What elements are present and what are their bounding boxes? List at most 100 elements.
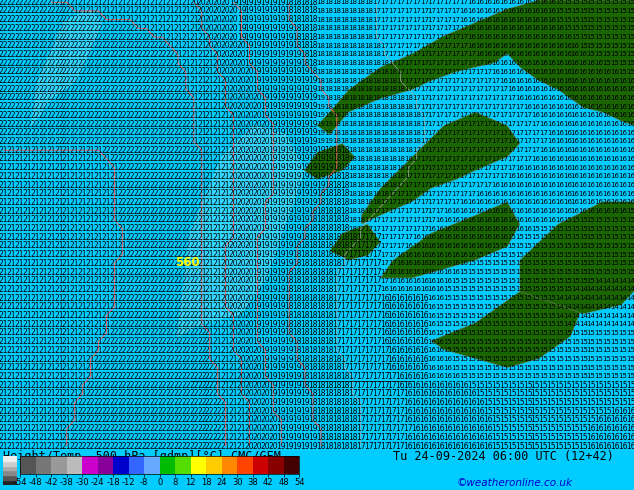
Text: 22: 22	[117, 337, 127, 346]
Text: 17: 17	[428, 156, 437, 162]
Text: 22: 22	[54, 94, 63, 102]
Text: 15: 15	[491, 424, 501, 433]
Text: 22: 22	[22, 59, 32, 68]
Text: 22: 22	[126, 398, 135, 407]
Text: 17: 17	[483, 104, 493, 110]
Text: 20: 20	[236, 154, 247, 163]
Text: 20: 20	[252, 346, 262, 355]
Text: 21: 21	[205, 137, 214, 146]
Text: 22: 22	[117, 76, 127, 85]
Text: 17: 17	[428, 95, 437, 101]
Text: 16: 16	[571, 139, 579, 145]
Text: 21: 21	[38, 180, 48, 190]
Text: 19: 19	[308, 94, 318, 102]
Text: 22: 22	[70, 137, 79, 146]
Text: 19: 19	[276, 441, 286, 451]
Text: 21: 21	[221, 189, 230, 198]
Text: 20: 20	[252, 416, 262, 424]
Text: 19: 19	[268, 198, 278, 207]
Text: 21: 21	[110, 285, 119, 294]
Text: 22: 22	[0, 15, 8, 24]
Text: 20: 20	[236, 128, 247, 137]
Text: 15: 15	[483, 365, 492, 371]
Text: 15: 15	[547, 381, 556, 390]
Text: 21: 21	[213, 268, 223, 276]
Text: 22: 22	[54, 41, 63, 50]
Text: 16: 16	[420, 287, 429, 293]
Text: 21: 21	[15, 390, 24, 398]
Text: 21: 21	[78, 390, 87, 398]
Text: 21: 21	[62, 276, 72, 285]
Text: 19: 19	[268, 302, 278, 311]
Text: 20: 20	[205, 6, 214, 16]
Text: 19: 19	[292, 398, 302, 407]
Text: 16: 16	[555, 130, 564, 136]
Text: 15: 15	[523, 260, 532, 267]
Text: 15: 15	[523, 321, 532, 327]
Text: 16: 16	[579, 182, 588, 188]
Text: 16: 16	[491, 69, 500, 75]
Text: 15: 15	[626, 381, 634, 390]
Text: 19: 19	[308, 76, 318, 85]
Text: 16: 16	[404, 252, 413, 258]
Text: 15: 15	[595, 260, 604, 267]
Text: 17: 17	[476, 95, 484, 101]
Text: 22: 22	[197, 441, 207, 451]
Text: 16: 16	[626, 441, 634, 451]
Text: 22: 22	[157, 390, 167, 398]
Text: 21: 21	[0, 355, 8, 364]
Text: 18: 18	[396, 104, 405, 110]
Text: 20: 20	[236, 215, 247, 224]
Text: 21: 21	[38, 398, 48, 407]
Text: 22: 22	[134, 102, 143, 111]
Text: 22: 22	[134, 50, 143, 59]
Text: 17: 17	[396, 191, 405, 196]
Text: 16: 16	[451, 407, 461, 416]
Text: 16: 16	[539, 121, 548, 127]
Text: 16: 16	[467, 0, 476, 5]
Text: 14: 14	[618, 321, 627, 327]
Text: 21: 21	[197, 85, 207, 94]
Text: 15: 15	[579, 25, 588, 31]
Text: 15: 15	[523, 330, 532, 336]
Text: 18: 18	[348, 8, 357, 14]
Text: 21: 21	[30, 146, 40, 155]
Text: 22: 22	[189, 390, 198, 398]
Text: 18: 18	[356, 112, 365, 119]
Text: 19: 19	[252, 337, 262, 346]
Text: 18: 18	[396, 130, 405, 136]
Text: 17: 17	[483, 77, 493, 84]
Text: 17: 17	[420, 112, 429, 119]
Text: 16: 16	[618, 86, 628, 92]
Text: 21: 21	[30, 441, 40, 451]
Text: 19: 19	[276, 32, 286, 42]
Text: 15: 15	[531, 416, 540, 424]
Text: 16: 16	[420, 302, 429, 311]
Text: 18: 18	[340, 372, 349, 381]
Text: 22: 22	[134, 441, 143, 451]
Text: 15: 15	[531, 365, 540, 371]
Text: 15: 15	[547, 398, 556, 407]
Text: 22: 22	[126, 346, 135, 355]
Text: 17: 17	[428, 199, 437, 205]
Text: 22: 22	[173, 154, 183, 163]
Text: 21: 21	[78, 276, 87, 285]
Text: 22: 22	[181, 320, 191, 329]
Text: 16: 16	[380, 294, 389, 303]
Text: 22: 22	[101, 381, 111, 390]
Text: 21: 21	[78, 355, 87, 364]
Text: 18: 18	[332, 77, 341, 84]
Text: 17: 17	[372, 311, 382, 320]
Text: 16: 16	[420, 381, 429, 390]
Text: 15: 15	[602, 17, 611, 23]
Text: 16: 16	[427, 441, 437, 451]
Text: 18: 18	[308, 259, 318, 268]
Text: 21: 21	[38, 441, 48, 451]
Text: 16: 16	[626, 199, 634, 205]
Text: 17: 17	[428, 43, 437, 49]
Text: 21: 21	[62, 215, 72, 224]
Text: 21: 21	[46, 242, 56, 250]
Text: 22: 22	[70, 32, 79, 42]
Text: 16: 16	[523, 34, 532, 40]
Text: 16: 16	[436, 356, 444, 362]
